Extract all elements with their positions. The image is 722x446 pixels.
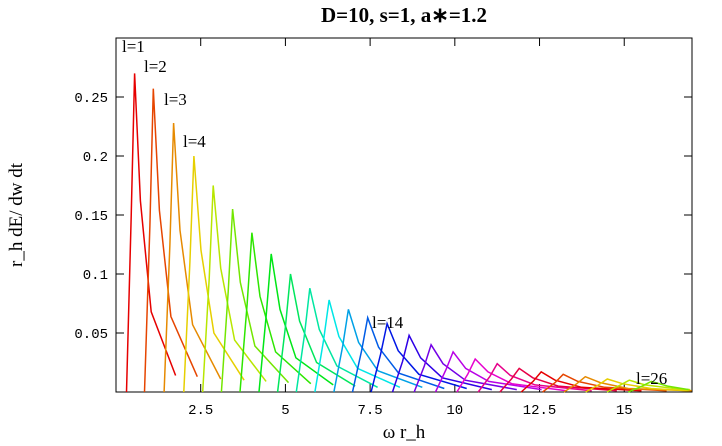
annotation: l=3 — [164, 90, 187, 109]
curve — [333, 309, 423, 393]
annotation: l=2 — [144, 57, 167, 76]
curve — [125, 73, 177, 393]
curve — [220, 209, 290, 393]
curve — [499, 367, 617, 393]
curve — [520, 370, 642, 393]
curve — [183, 155, 245, 393]
annotation: l=26 — [636, 369, 667, 388]
curve — [370, 321, 467, 393]
y-tick-label: 0.05 — [74, 327, 108, 343]
x-axis-label: ω r_h — [383, 422, 426, 443]
curve — [258, 253, 334, 393]
curve — [351, 314, 445, 393]
curve — [606, 379, 691, 393]
x-tick-label: 12.5 — [523, 403, 557, 419]
annotation: l=1 — [122, 37, 145, 56]
annotation: l=14 — [372, 313, 404, 332]
curve — [477, 362, 592, 393]
y-tick-label: 0.15 — [74, 209, 108, 225]
x-tick-label: 2.5 — [188, 403, 213, 419]
annotation: l=4 — [183, 132, 206, 151]
x-tick-label: 15 — [616, 403, 633, 419]
curve — [201, 185, 267, 393]
curve — [276, 273, 356, 393]
y-tick-label: 0.1 — [83, 268, 108, 284]
curve — [143, 88, 198, 393]
x-tick-label: 10 — [446, 403, 463, 419]
plot-frame — [115, 37, 693, 393]
curve — [434, 350, 542, 393]
y-axis-label: r_h dE/ dw dt — [6, 162, 27, 267]
curve — [456, 357, 567, 393]
curve — [563, 375, 692, 393]
curve — [585, 378, 689, 393]
curve — [413, 343, 517, 393]
curve — [163, 122, 222, 393]
curve — [295, 288, 378, 393]
curve — [391, 333, 492, 393]
y-tick-label: 0.25 — [74, 91, 108, 107]
y-tick-label: 0.2 — [83, 150, 108, 166]
chart-title: D=10, s=1, a∗=1.2 — [321, 3, 487, 27]
x-tick-label: 7.5 — [358, 403, 383, 419]
curve — [628, 380, 689, 393]
x-tick-label: 5 — [281, 403, 289, 419]
curve — [314, 299, 401, 393]
